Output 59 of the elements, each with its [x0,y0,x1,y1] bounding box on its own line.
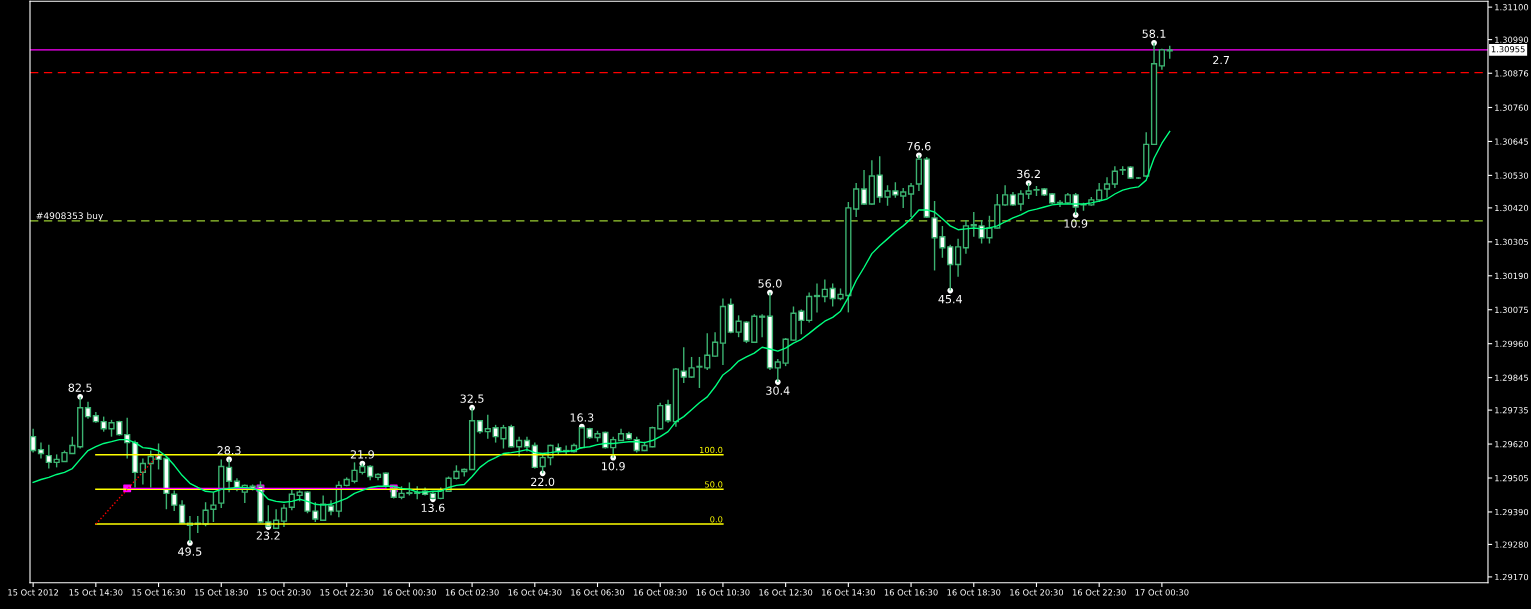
x-tick-label: 15 Oct 14:30 [69,589,123,596]
y-tick-label: 1.29170 [1495,573,1529,581]
annotation: 28.3 [217,446,241,455]
annotation: 56.0 [758,279,782,288]
x-tick-label: 16 Oct 20:30 [1010,589,1064,596]
y-tick-label: 1.31100 [1495,4,1529,11]
x-tick-label: 16 Oct 00:30 [383,589,436,596]
ref-line-label: 1.30955 [1491,46,1525,53]
ref-line-label: #4908353 buy [36,212,103,221]
annotation: 36.2 [1017,169,1040,179]
y-tick-label: 1.30190 [1495,272,1529,280]
series-label: 0.0 [710,516,723,523]
text: 2.7 [1213,55,1230,65]
y-tick-label: 1.30530 [1495,172,1529,179]
y-tick-label: 1.30075 [1495,306,1528,314]
y-tick-label: 1.30645 [1495,138,1528,145]
x-tick-label: 16 Oct 06:30 [571,589,625,596]
x-tick-label: 15 Oct 18:30 [195,589,248,596]
x-tick-label: 15 Oct 2012 [8,589,59,596]
x-tick-label: 15 Oct 16:30 [132,589,186,596]
y-tick-label: 1.29620 [1495,441,1529,448]
x-tick-label: 16 Oct 02:30 [445,589,499,596]
annotation: 32.5 [460,394,484,403]
annotation: 58.1 [1142,29,1166,38]
annotation: 10.9 [1064,219,1088,228]
annotation: 76.6 [907,141,931,151]
annotation: 13.6 [421,503,445,513]
y-tick-label: 1.29735 [1495,407,1528,414]
y-tick-label: 1.30876 [1495,70,1529,77]
series-label: 50.0 [705,481,723,488]
annotation: 22.0 [531,477,555,487]
annotation: 10.9 [602,462,625,471]
x-tick-label: 16 Oct 22:30 [1072,589,1126,596]
x-tick-label: 16 Oct 08:30 [633,589,687,596]
y-tick-label: 1.30760 [1495,104,1529,111]
x-tick-label: 16 Oct 16:30 [884,589,938,596]
annotation: 49.5 [178,547,202,556]
x-tick-label: 16 Oct 10:30 [696,589,750,596]
x-tick-label: 16 Oct 12:30 [759,589,813,596]
annotation: 23.2 [256,531,280,540]
annotation: 16.3 [570,413,594,422]
x-tick-label: 16 Oct 18:30 [947,589,1001,596]
x-tick-label: 15 Oct 22:30 [320,589,374,596]
x-tick-label: 16 Oct 14:30 [822,589,875,596]
annotation: 82.5 [68,383,92,392]
y-tick-label: 1.29845 [1495,374,1528,381]
annotation: 45.4 [938,295,962,304]
y-tick-label: 1.29960 [1495,340,1529,347]
series-label: 100.0 [699,446,723,454]
y-tick-label: 1.30420 [1495,204,1529,212]
y-tick-label: 1.29505 [1495,474,1528,482]
y-tick-label: 1.29390 [1495,508,1529,516]
y-tick-label: 1.30990 [1495,36,1529,43]
annotation: 30.4 [766,386,790,395]
x-tick-label: 17 Oct 00:30 [1135,589,1189,596]
x-tick-label: 16 Oct 04:30 [508,589,562,596]
y-tick-label: 1.30305 [1495,238,1528,246]
x-tick-label: 15 Oct 20:30 [257,589,311,596]
y-tick-label: 1.29280 [1495,541,1529,548]
